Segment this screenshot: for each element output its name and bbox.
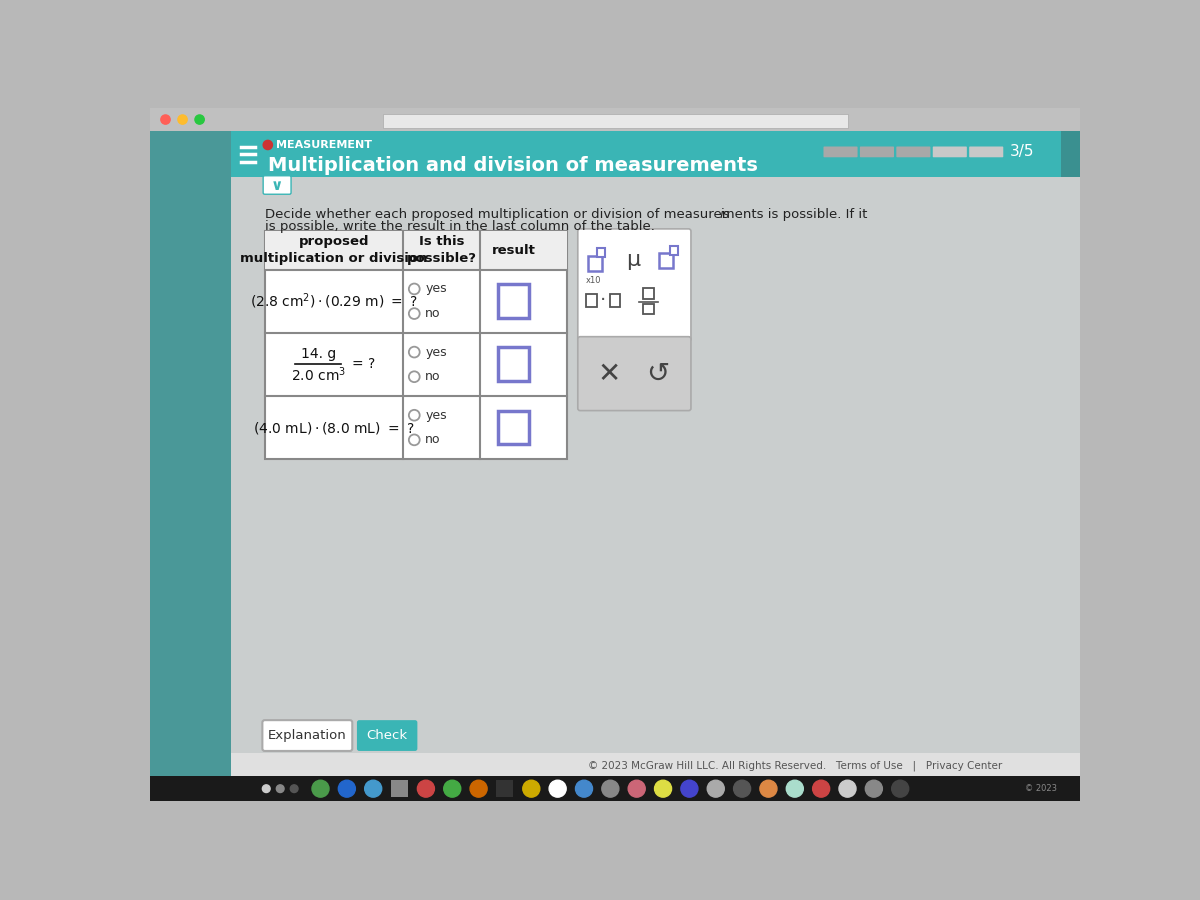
Bar — [643, 303, 654, 314]
Circle shape — [263, 140, 272, 149]
Text: Decide whether each proposed multiplication or division of measurements is possi: Decide whether each proposed multiplicat… — [265, 208, 871, 221]
Circle shape — [263, 785, 270, 793]
Bar — [383, 114, 847, 128]
FancyBboxPatch shape — [498, 347, 529, 382]
Text: Multiplication and division of measurements: Multiplication and division of measureme… — [268, 157, 757, 176]
Text: $\left(2.8\ \mathrm{cm}^{2}\right)\cdot\left(0.29\ \mathrm{m}\right)\ =\ ?$: $\left(2.8\ \mathrm{cm}^{2}\right)\cdot\… — [250, 292, 418, 311]
Circle shape — [418, 780, 434, 797]
Text: © 2023 McGraw Hill LLC. All Rights Reserved.   Terms of Use   |   Privacy Center: © 2023 McGraw Hill LLC. All Rights Reser… — [588, 760, 1002, 770]
Bar — [391, 780, 408, 797]
Text: is: is — [720, 208, 730, 221]
Text: © 2023: © 2023 — [1025, 784, 1057, 793]
Text: 3/5: 3/5 — [1010, 144, 1034, 159]
Text: no: no — [425, 434, 440, 446]
Circle shape — [654, 780, 672, 797]
Text: x10: x10 — [586, 276, 601, 285]
Bar — [610, 294, 620, 307]
Bar — [598, 248, 605, 257]
Bar — [150, 777, 1080, 801]
Circle shape — [409, 435, 420, 446]
Bar — [587, 294, 598, 307]
Text: yes: yes — [425, 409, 446, 422]
Text: $\left(4.0\ \mathrm{mL}\right)\cdot\left(8.0\ \mathrm{mL}\right)\ =\ ?$: $\left(4.0\ \mathrm{mL}\right)\cdot\left… — [253, 419, 414, 436]
Text: no: no — [425, 307, 440, 320]
Text: Check: Check — [366, 729, 408, 742]
Bar — [150, 108, 1080, 131]
Bar — [588, 256, 602, 271]
Text: ANCE: ANCE — [308, 382, 611, 480]
Text: proposed
multiplication or division: proposed multiplication or division — [240, 236, 427, 266]
Circle shape — [338, 780, 355, 797]
FancyBboxPatch shape — [498, 410, 529, 445]
Text: ·: · — [600, 291, 606, 310]
Circle shape — [290, 785, 298, 793]
Bar — [643, 288, 654, 299]
Text: μ: μ — [625, 250, 640, 271]
Circle shape — [812, 780, 829, 797]
Circle shape — [707, 780, 725, 797]
Circle shape — [576, 780, 593, 797]
Circle shape — [786, 780, 803, 797]
Text: no: no — [425, 370, 440, 383]
Circle shape — [161, 115, 170, 124]
FancyBboxPatch shape — [896, 147, 930, 158]
FancyBboxPatch shape — [932, 147, 967, 158]
Bar — [497, 780, 514, 797]
Circle shape — [409, 284, 420, 294]
Circle shape — [409, 346, 420, 357]
FancyBboxPatch shape — [498, 284, 529, 319]
Bar — [150, 131, 232, 801]
Text: is possible, write the result in the last column of the table.: is possible, write the result in the las… — [265, 220, 654, 232]
FancyBboxPatch shape — [263, 176, 292, 194]
Circle shape — [409, 410, 420, 420]
Circle shape — [276, 785, 284, 793]
FancyBboxPatch shape — [578, 229, 691, 341]
Circle shape — [680, 780, 698, 797]
Circle shape — [409, 308, 420, 319]
Circle shape — [178, 115, 187, 124]
Text: Explanation: Explanation — [268, 729, 347, 742]
Circle shape — [628, 780, 646, 797]
FancyBboxPatch shape — [860, 147, 894, 158]
Circle shape — [523, 780, 540, 797]
Text: ↺: ↺ — [646, 360, 670, 388]
Text: Is this
possible?: Is this possible? — [407, 236, 476, 266]
Circle shape — [550, 780, 566, 797]
Text: result: result — [492, 244, 535, 257]
Circle shape — [892, 780, 908, 797]
Circle shape — [865, 780, 882, 797]
FancyBboxPatch shape — [263, 720, 353, 751]
Text: ∨: ∨ — [271, 177, 283, 193]
Bar — [670, 246, 678, 255]
Text: = ?: = ? — [352, 357, 374, 372]
Circle shape — [602, 780, 619, 797]
Circle shape — [733, 780, 751, 797]
Text: $2.0\ \mathrm{cm}^{3}$: $2.0\ \mathrm{cm}^{3}$ — [290, 366, 346, 384]
Text: MEASUREMENT: MEASUREMENT — [276, 140, 372, 150]
Circle shape — [365, 780, 382, 797]
Bar — [232, 131, 1080, 177]
Circle shape — [194, 115, 204, 124]
Circle shape — [760, 780, 776, 797]
Bar — [232, 753, 1080, 778]
Text: yes: yes — [425, 346, 446, 358]
FancyBboxPatch shape — [356, 720, 418, 751]
Bar — [1061, 131, 1080, 177]
Circle shape — [839, 780, 856, 797]
Bar — [265, 231, 566, 459]
Circle shape — [444, 780, 461, 797]
Bar — [659, 253, 673, 268]
FancyBboxPatch shape — [823, 147, 858, 158]
FancyBboxPatch shape — [970, 147, 1003, 158]
Text: ✕: ✕ — [598, 360, 622, 388]
Text: ANCE: ANCE — [541, 460, 844, 557]
Circle shape — [312, 780, 329, 797]
Bar — [265, 231, 566, 270]
FancyBboxPatch shape — [578, 337, 691, 410]
Circle shape — [409, 372, 420, 382]
Circle shape — [470, 780, 487, 797]
Text: yes: yes — [425, 283, 446, 295]
Text: 14. g: 14. g — [300, 346, 336, 361]
